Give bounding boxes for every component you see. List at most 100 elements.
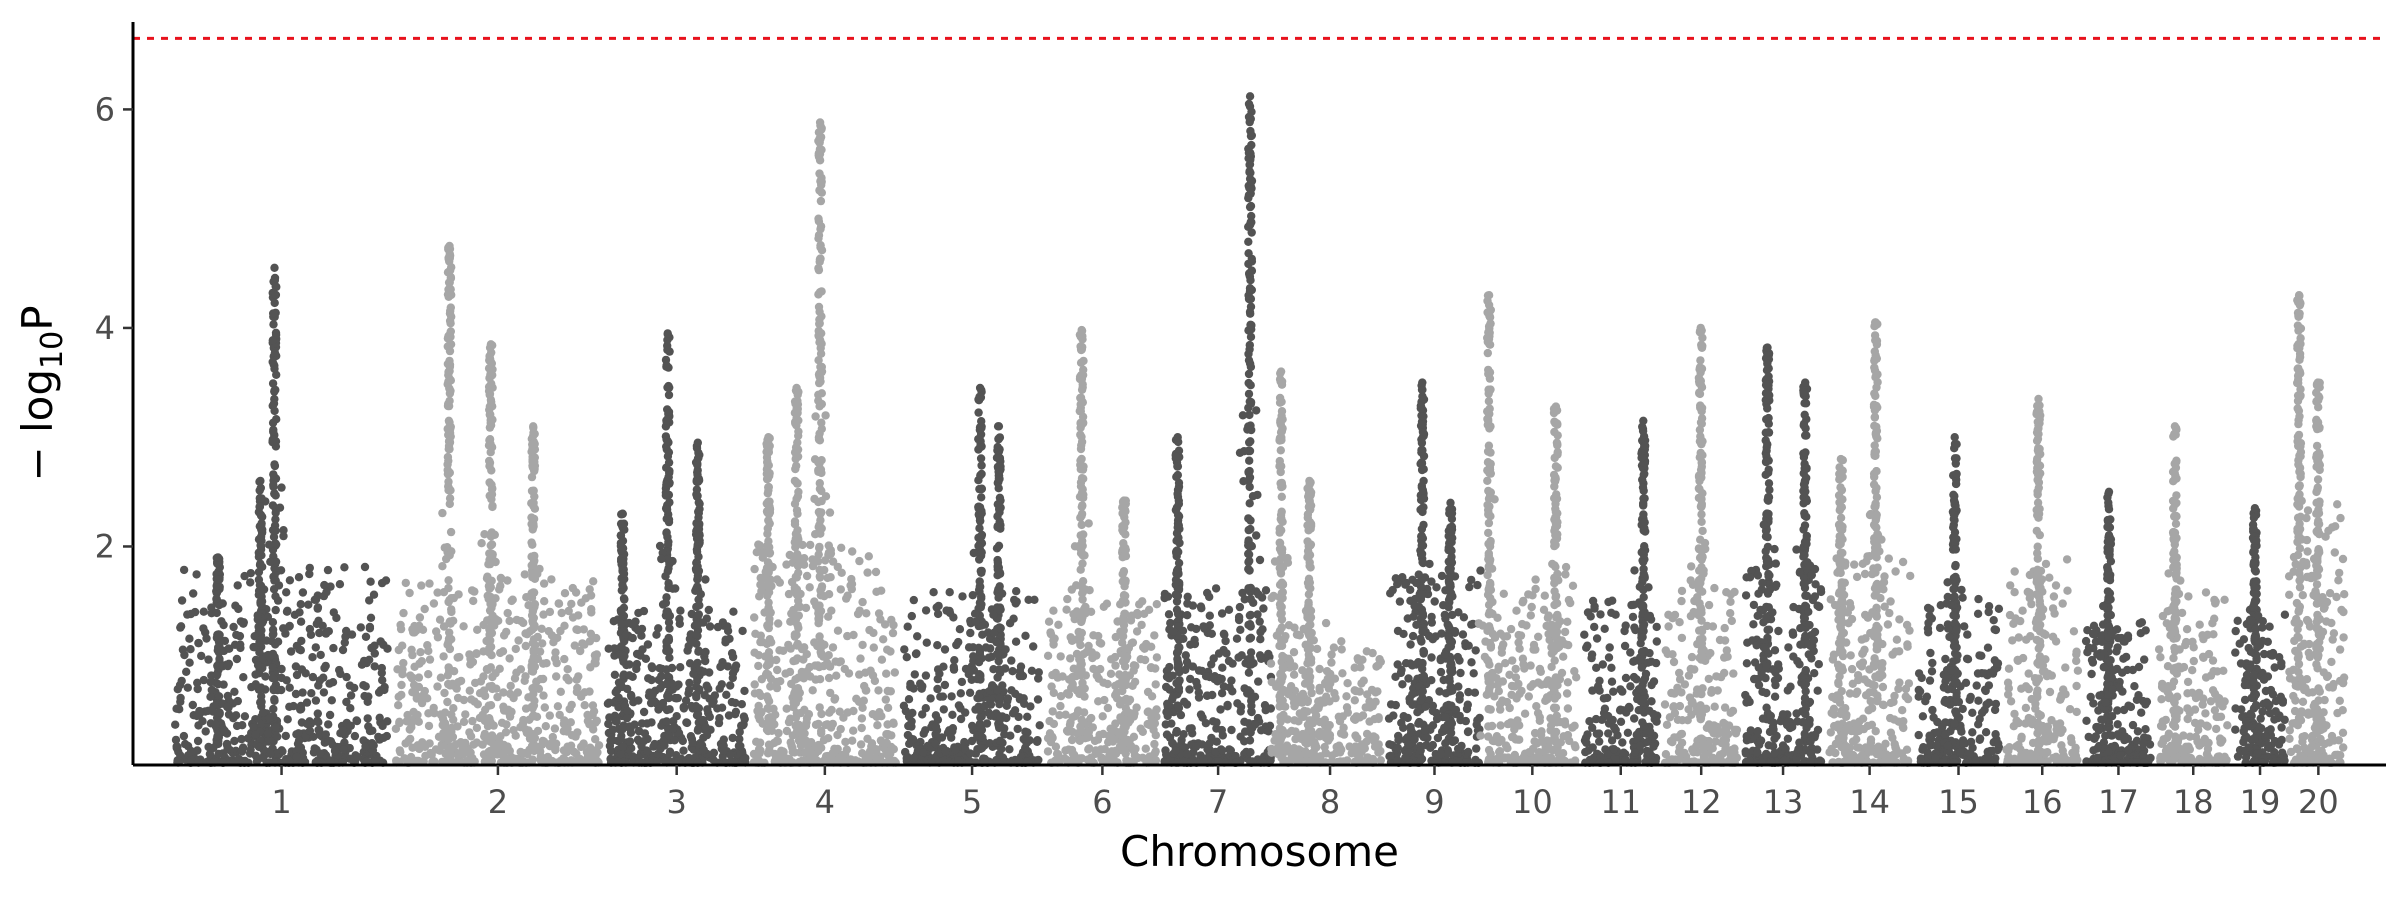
- snp-point-chr2: [444, 583, 453, 593]
- snp-point-chr3: [694, 453, 703, 462]
- snp-point-chr5: [939, 705, 948, 714]
- snp-point-chr5: [1011, 637, 1021, 646]
- snp-point-chr4: [825, 708, 834, 717]
- snp-point-chr2: [562, 727, 572, 736]
- snp-point-chr4: [794, 725, 804, 734]
- snp-point-chr2: [435, 746, 445, 755]
- snp-point-chr4: [883, 686, 892, 696]
- snp-point-chr4: [792, 461, 801, 470]
- snp-point-chr3: [612, 717, 621, 726]
- snp-point-chr2: [446, 619, 455, 628]
- snp-point-chr1: [292, 752, 301, 762]
- snp-point-chr2: [557, 608, 566, 618]
- snp-point-chr8: [1289, 670, 1299, 679]
- snp-point-chr2: [417, 692, 427, 701]
- snp-point-chr1: [361, 632, 371, 641]
- snp-point-chr8: [1351, 715, 1360, 724]
- snp-point-chr6: [1048, 733, 1057, 743]
- snp-point-chr3: [692, 525, 702, 534]
- snp-point-chr4: [805, 583, 814, 592]
- snp-point-chr3: [694, 476, 704, 485]
- snp-point-chr1: [318, 621, 327, 630]
- snp-point-chr2: [580, 701, 589, 710]
- snp-point-chr1: [219, 620, 228, 630]
- snp-point-chr4: [863, 568, 872, 577]
- snp-point-chr2: [399, 608, 408, 618]
- snp-point-chr2: [425, 739, 434, 748]
- snp-point-chr3: [617, 619, 626, 629]
- snp-point-chr3: [675, 614, 684, 624]
- snp-point-chr5: [957, 677, 967, 687]
- snp-point-chr1: [186, 609, 196, 619]
- snp-point-chr1: [321, 661, 330, 671]
- snp-point-chr7: [1245, 340, 1255, 350]
- snp-point-chr3: [692, 711, 702, 720]
- snp-point-chr6: [1044, 617, 1054, 626]
- snp-point-chr2: [444, 456, 453, 465]
- snp-point-chr6: [1107, 655, 1116, 664]
- snp-point-chr8: [1359, 676, 1368, 685]
- snp-point-chr5: [1022, 712, 1032, 721]
- snp-point-chr3: [736, 741, 745, 751]
- snp-point-chr2: [524, 601, 533, 610]
- snp-point-chr4: [801, 603, 811, 613]
- snp-point-chr1: [270, 460, 279, 469]
- snp-point-chr1: [239, 673, 248, 682]
- snp-point-chr2: [528, 755, 537, 764]
- snp-point-chr2: [445, 499, 454, 509]
- snp-point-chr1: [329, 643, 338, 653]
- snp-point-chr1: [213, 732, 222, 741]
- snp-point-chr5: [899, 701, 909, 710]
- snp-point-chr3: [625, 671, 634, 680]
- snp-point-chr4: [802, 571, 812, 581]
- snp-point-chr6: [1119, 596, 1129, 605]
- snp-point-chr5: [984, 653, 993, 662]
- snp-point-chr5: [989, 610, 998, 619]
- snp-point-chr3: [661, 488, 671, 497]
- snp-point-chr6: [1138, 597, 1147, 606]
- snp-point-chr3: [694, 513, 703, 522]
- snp-point-chr2: [541, 722, 550, 731]
- snp-point-chr4: [824, 612, 833, 621]
- snp-point-chr5: [945, 608, 955, 618]
- snp-point-chr1: [230, 687, 239, 696]
- snp-point-chr6: [1152, 653, 1162, 662]
- snp-point-chr2: [438, 508, 447, 518]
- snp-point-chr6: [1068, 727, 1077, 737]
- snp-point-chr1: [186, 746, 196, 756]
- snp-point-chr6: [1081, 602, 1090, 612]
- snp-point-chr4: [762, 499, 771, 508]
- snp-point-chr2: [415, 613, 425, 622]
- snp-point-chr7: [1224, 656, 1234, 666]
- snp-point-chr7: [1171, 505, 1181, 515]
- snp-point-chr7: [1258, 625, 1267, 634]
- snp-point-chr4: [765, 635, 774, 644]
- snp-point-chr1: [297, 636, 306, 646]
- snp-point-chr2: [479, 620, 488, 630]
- snp-point-chr2: [499, 631, 509, 640]
- snp-point-chr1: [316, 650, 325, 660]
- snp-point-chr3: [676, 663, 685, 672]
- snp-point-chr5: [994, 541, 1004, 550]
- snp-point-chr2: [446, 319, 455, 328]
- snp-point-chr7: [1254, 590, 1263, 599]
- snp-point-chr2: [497, 574, 506, 583]
- snp-point-chr1: [363, 697, 372, 706]
- snp-point-chr1: [232, 654, 242, 664]
- snp-point-chr5: [1035, 721, 1044, 730]
- snp-point-chr4: [751, 629, 760, 638]
- snp-point-chr2: [527, 593, 537, 602]
- snp-point-chr7: [1174, 703, 1184, 713]
- snp-point-chr5: [975, 503, 985, 512]
- snp-point-chr6: [1106, 669, 1116, 678]
- snp-point-chr2: [530, 453, 539, 462]
- snp-point-chr2: [556, 626, 565, 636]
- snp-point-chr6: [1056, 701, 1065, 711]
- snp-point-chr1: [360, 562, 370, 572]
- snp-point-chr8: [1367, 685, 1377, 695]
- snp-point-chr7: [1213, 677, 1222, 686]
- snp-point-chr8: [1350, 696, 1360, 705]
- snp-point-chr5: [921, 606, 931, 615]
- snp-point-chr7: [1246, 219, 1255, 229]
- snp-point-chr2: [585, 687, 594, 696]
